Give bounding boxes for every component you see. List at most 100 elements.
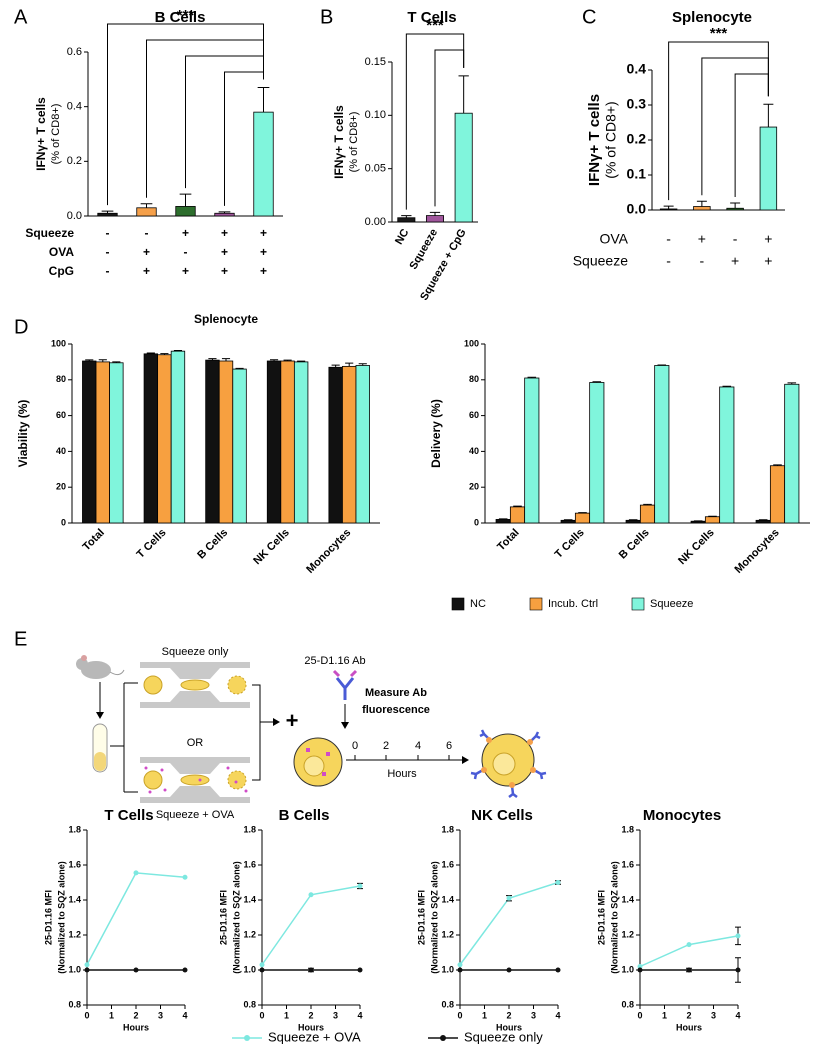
y-tick-label: 1.2: [441, 929, 454, 939]
significance-bracket: [224, 71, 264, 206]
cell: [180, 679, 210, 691]
error-bar: [563, 519, 573, 521]
chart-title: T Cells: [104, 807, 153, 824]
significance-label: ***: [710, 25, 728, 42]
error-bar: [787, 382, 797, 385]
point: [259, 967, 265, 973]
point: [133, 870, 139, 876]
error-bar: [358, 363, 367, 366]
error-bar: [331, 364, 340, 368]
point: [506, 967, 512, 973]
x-tick-label: 3: [333, 1010, 338, 1020]
ova-dots: [306, 748, 330, 776]
y-tick-label: 1.8: [68, 824, 81, 834]
error-bar: [208, 358, 217, 361]
row-label: OVA: [599, 231, 628, 247]
bar: [355, 365, 370, 524]
bar: [218, 360, 234, 524]
row-value: +: [143, 264, 150, 278]
chart-title: B Cells: [279, 807, 330, 824]
mouse-head: [76, 658, 88, 670]
legend-label: Squeeze only: [464, 1029, 543, 1044]
row-value: +: [221, 245, 228, 259]
x-tick-label: 4: [555, 1010, 560, 1020]
row-value: +: [731, 253, 739, 269]
y-axis-label: (Normalized to SQZ alone): [609, 861, 619, 974]
mouse-tail: [109, 669, 125, 676]
point: [84, 962, 90, 968]
legend-label: NC: [470, 598, 486, 610]
y-tick-label: 0.6: [67, 46, 82, 58]
timeline-label: 6: [446, 740, 452, 752]
timeline-tick: [354, 755, 450, 760]
error-bar: [498, 518, 508, 520]
error-bar: [513, 505, 522, 507]
x-tick-label: NC: [393, 227, 411, 247]
bar: [589, 382, 605, 524]
bar: [397, 217, 416, 223]
timeline-label: Hours: [387, 768, 417, 780]
error-bar: [297, 360, 306, 362]
y-tick-label: 100: [51, 338, 66, 348]
point: [457, 967, 463, 973]
error-bar: [257, 87, 270, 113]
y-tick-label: 1.2: [68, 929, 81, 939]
y-axis-label: (% of CD8+): [348, 112, 360, 173]
bar: [495, 519, 511, 524]
bar: [654, 365, 670, 524]
bar: [690, 520, 706, 524]
panel-letter: C: [582, 6, 596, 28]
y-axis-label: IFNγ+ T cells: [586, 94, 603, 186]
timeline-label: 0: [352, 740, 358, 752]
y-tick-label: 0.3: [627, 96, 647, 112]
series-line: [261, 885, 361, 966]
error-bar: [221, 358, 231, 362]
bar: [143, 353, 159, 524]
y-tick-label: 0.0: [67, 210, 82, 222]
row-value: -: [106, 264, 110, 278]
y-axis-label: 25-D1.16 MFI: [43, 890, 53, 945]
y-tick-label: 1.4: [441, 894, 454, 904]
row-value: -: [184, 245, 188, 259]
channel: [140, 662, 250, 679]
y-tick-label: 1.6: [243, 859, 256, 869]
timeline-label: 4: [415, 740, 421, 752]
y-axis-label: Viability (%): [16, 400, 30, 468]
y-tick-label: 1.8: [243, 824, 256, 834]
x-tick-label: 4: [357, 1010, 362, 1020]
bar: [97, 212, 118, 217]
row-value: +: [698, 231, 706, 247]
bar: [342, 365, 357, 524]
bar: [136, 207, 157, 217]
point: [357, 883, 363, 889]
error-bar: [112, 361, 121, 363]
bar: [755, 519, 771, 524]
error-bar: [85, 359, 94, 362]
legend-marker: [440, 1035, 446, 1041]
y-axis-label: (% of CD8+): [50, 104, 62, 165]
bar: [232, 368, 247, 524]
row-value: +: [764, 253, 772, 269]
x-tick-label: Total: [495, 527, 521, 553]
error-bar: [628, 519, 638, 521]
row-label: Squeeze: [573, 253, 628, 269]
y-tick-label: 1.8: [441, 824, 454, 834]
bar: [693, 206, 711, 211]
bar: [524, 377, 540, 524]
channel: [140, 691, 250, 708]
legend-swatch: [451, 597, 465, 611]
row-value: +: [221, 264, 228, 278]
y-tick-label: 0.4: [67, 101, 82, 113]
x-tick-label: Monocytes: [733, 527, 782, 576]
series-line: [86, 872, 186, 966]
row-value: +: [143, 245, 150, 259]
x-tick-label: 1: [109, 1010, 114, 1020]
y-tick-label: 0.4: [627, 61, 647, 77]
significance-bracket: [146, 39, 264, 198]
row-label: Squeeze: [25, 226, 74, 240]
y-axis-label: IFNγ+ T cells: [332, 105, 346, 179]
x-tick-label: NK Cells: [676, 527, 716, 567]
row-value: -: [145, 226, 149, 240]
nucleus: [492, 752, 516, 776]
bar: [157, 354, 172, 524]
